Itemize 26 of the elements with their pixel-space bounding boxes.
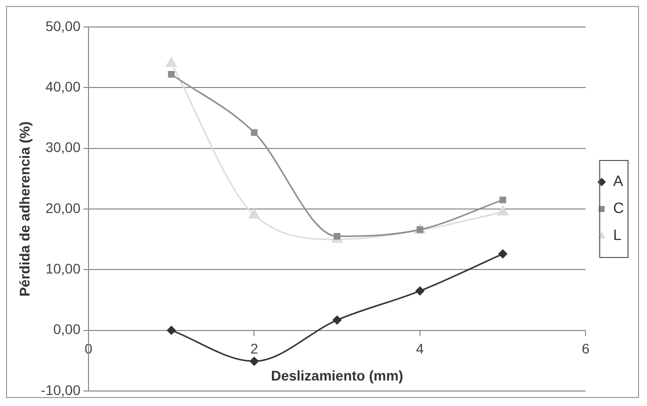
x-tick-label: 6: [582, 340, 590, 357]
x-tick-label: 4: [416, 340, 424, 357]
y-tick-label: 0,00: [53, 321, 81, 338]
point: [497, 206, 508, 216]
point: [499, 196, 506, 204]
y-axis-title: Pérdida de adherencia (%): [16, 121, 32, 297]
point: [415, 286, 424, 296]
y-tick-label: 20,00: [45, 200, 81, 216]
point: [250, 356, 259, 366]
x-axis-title: Deslizamiento (mm): [270, 367, 404, 384]
point: [332, 316, 342, 325]
y-tick-label: -10,00: [40, 382, 81, 398]
x-tick-label: 2: [250, 340, 258, 357]
point: [498, 249, 508, 258]
point: [248, 208, 260, 219]
legend-label: C: [613, 200, 624, 218]
y-tick-label: 30,00: [45, 139, 81, 156]
point: [250, 129, 258, 136]
y-tick-label: 50,00: [45, 18, 81, 34]
legend-label: L: [613, 227, 622, 244]
y-tick-label: 40,00: [45, 78, 81, 95]
legend-label: A: [613, 173, 624, 190]
point: [168, 70, 175, 78]
point: [166, 326, 176, 335]
y-tick-label: 10,00: [45, 260, 81, 277]
point: [166, 56, 178, 67]
